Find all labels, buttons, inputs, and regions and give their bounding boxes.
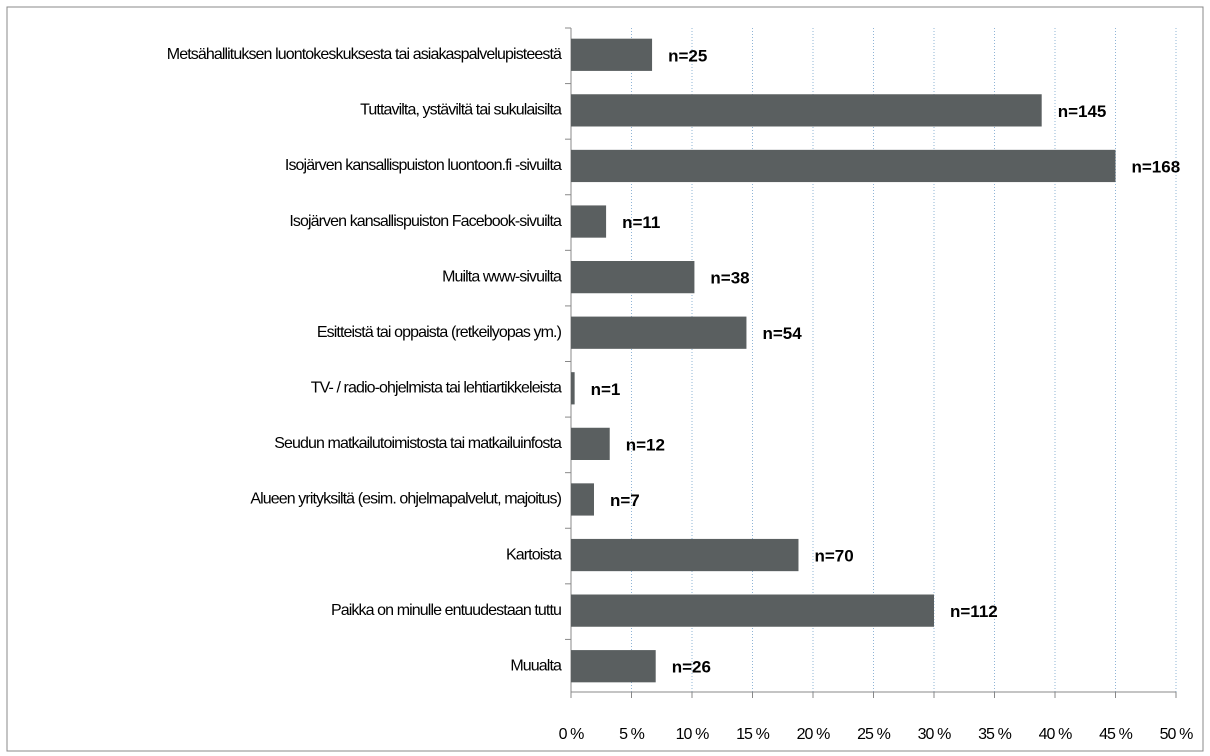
- bar: [571, 205, 607, 238]
- y-tick-label: Alueen yrityksiltä (esim. ohjelmapalvelu…: [250, 491, 561, 508]
- data-label: n=11: [622, 213, 660, 232]
- x-tick-label: 25 %: [857, 726, 891, 743]
- data-label: n=1: [591, 380, 621, 399]
- x-tick-label: 5 %: [619, 726, 645, 743]
- y-tick-label: Seudun matkailutoimistosta tai matkailui…: [274, 435, 562, 452]
- bar: [571, 372, 575, 405]
- data-label: n=54: [762, 324, 802, 343]
- x-tick-label: 45 %: [1099, 726, 1133, 743]
- data-label: n=26: [672, 658, 711, 677]
- bar: [571, 94, 1042, 127]
- bar: [571, 538, 799, 572]
- y-tick-label: TV- / radio-ohjelmista tai lehtiartikkel…: [311, 380, 562, 397]
- x-tick-label: 30 %: [918, 726, 952, 743]
- y-tick-label: Tuttavilta, ystäviltä tai sukulaisilta: [360, 102, 562, 119]
- data-label: n=70: [814, 547, 853, 566]
- bar: [571, 427, 610, 460]
- y-tick-label: Paikka on minulle entuudestaan tuttu: [331, 602, 561, 619]
- y-tick-label: Esitteistä tai oppaista (retkeilyopas ym…: [317, 324, 562, 341]
- bar: [571, 316, 747, 349]
- bar: [571, 38, 653, 71]
- y-tick-label: Muualta: [510, 657, 562, 674]
- y-tick-label: Muilta www-sivuilta: [442, 268, 562, 285]
- data-label: n=12: [626, 435, 665, 454]
- x-tick-label: 10 %: [676, 726, 710, 743]
- data-label: n=145: [1058, 102, 1107, 121]
- x-tick-label: 40 %: [1039, 726, 1073, 743]
- bar: [571, 650, 656, 683]
- x-tick-label: 50 %: [1160, 726, 1194, 743]
- data-label: n=168: [1132, 157, 1181, 176]
- data-label: n=25: [668, 46, 707, 65]
- x-tick-label: 0 %: [559, 726, 585, 743]
- bar: [571, 261, 695, 294]
- data-label: n=112: [950, 602, 998, 621]
- x-tick-label: 15 %: [736, 726, 770, 743]
- bar: [571, 149, 1116, 183]
- x-tick-label: 35 %: [978, 726, 1012, 743]
- y-tick-label: Kartoista: [506, 546, 562, 563]
- data-label: n=7: [610, 491, 640, 510]
- bar: [571, 483, 594, 516]
- data-label: n=38: [710, 269, 749, 288]
- y-tick-label: Metsähallituksen luontokeskuksesta tai a…: [167, 46, 562, 63]
- y-tick-label: Isojärven kansallispuiston Facebook-sivu…: [289, 213, 562, 230]
- y-tick-label: Isojärven kansallispuiston luontoon.fi -…: [285, 157, 562, 174]
- bar: [571, 594, 934, 627]
- chart-border: [6, 6, 1204, 752]
- x-tick-label: 20 %: [797, 726, 831, 743]
